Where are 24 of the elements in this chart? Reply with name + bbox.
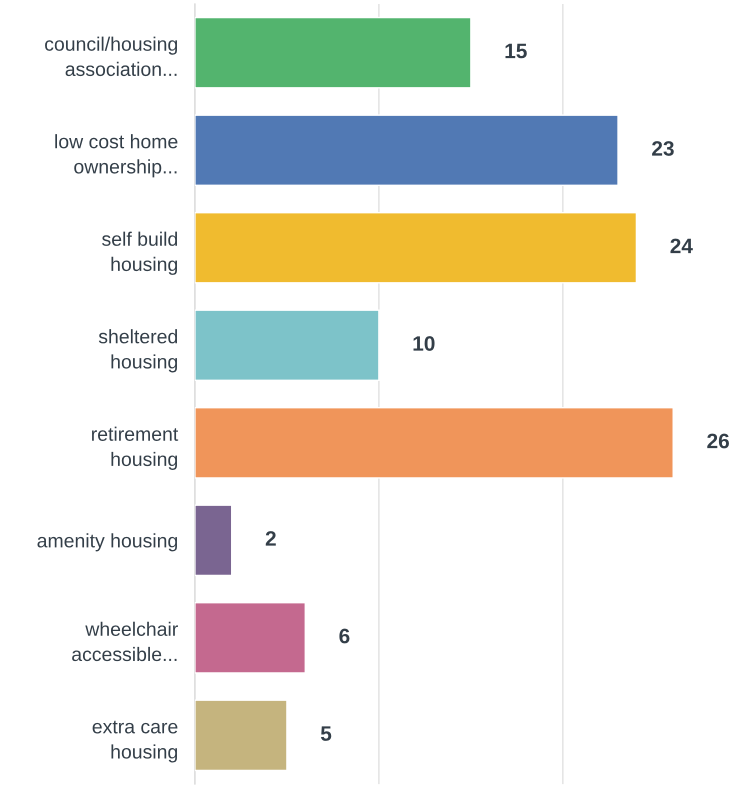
- data-label: 23: [652, 141, 674, 156]
- y-tick-label: retirement housing: [92, 426, 178, 470]
- data-label: 2: [266, 531, 276, 546]
- bar: [194, 309, 380, 382]
- y-tick-label: extra care housing: [92, 720, 178, 763]
- y-tick-label: self build housing: [102, 232, 178, 275]
- y-tick-label: amenity housing: [38, 533, 178, 552]
- bar: [194, 602, 306, 674]
- y-tick-label: wheelchair accessible...: [72, 622, 178, 662]
- bar: [194, 504, 232, 576]
- y-tick-label: council/housing association...: [45, 36, 178, 76]
- data-label: 26: [707, 434, 729, 448]
- bar: [194, 700, 288, 772]
- bar: [194, 16, 472, 89]
- y-tick-label: low cost home ownership...: [55, 134, 178, 178]
- data-label: 15: [506, 44, 527, 58]
- data-label: 5: [320, 726, 332, 741]
- bar: [194, 114, 619, 186]
- y-tick-label: sheltered housing: [98, 329, 178, 372]
- data-label: 24: [670, 238, 693, 254]
- data-label: 6: [339, 628, 350, 644]
- bar: [194, 212, 638, 284]
- data-label: 10: [414, 336, 435, 351]
- bar: [194, 406, 674, 479]
